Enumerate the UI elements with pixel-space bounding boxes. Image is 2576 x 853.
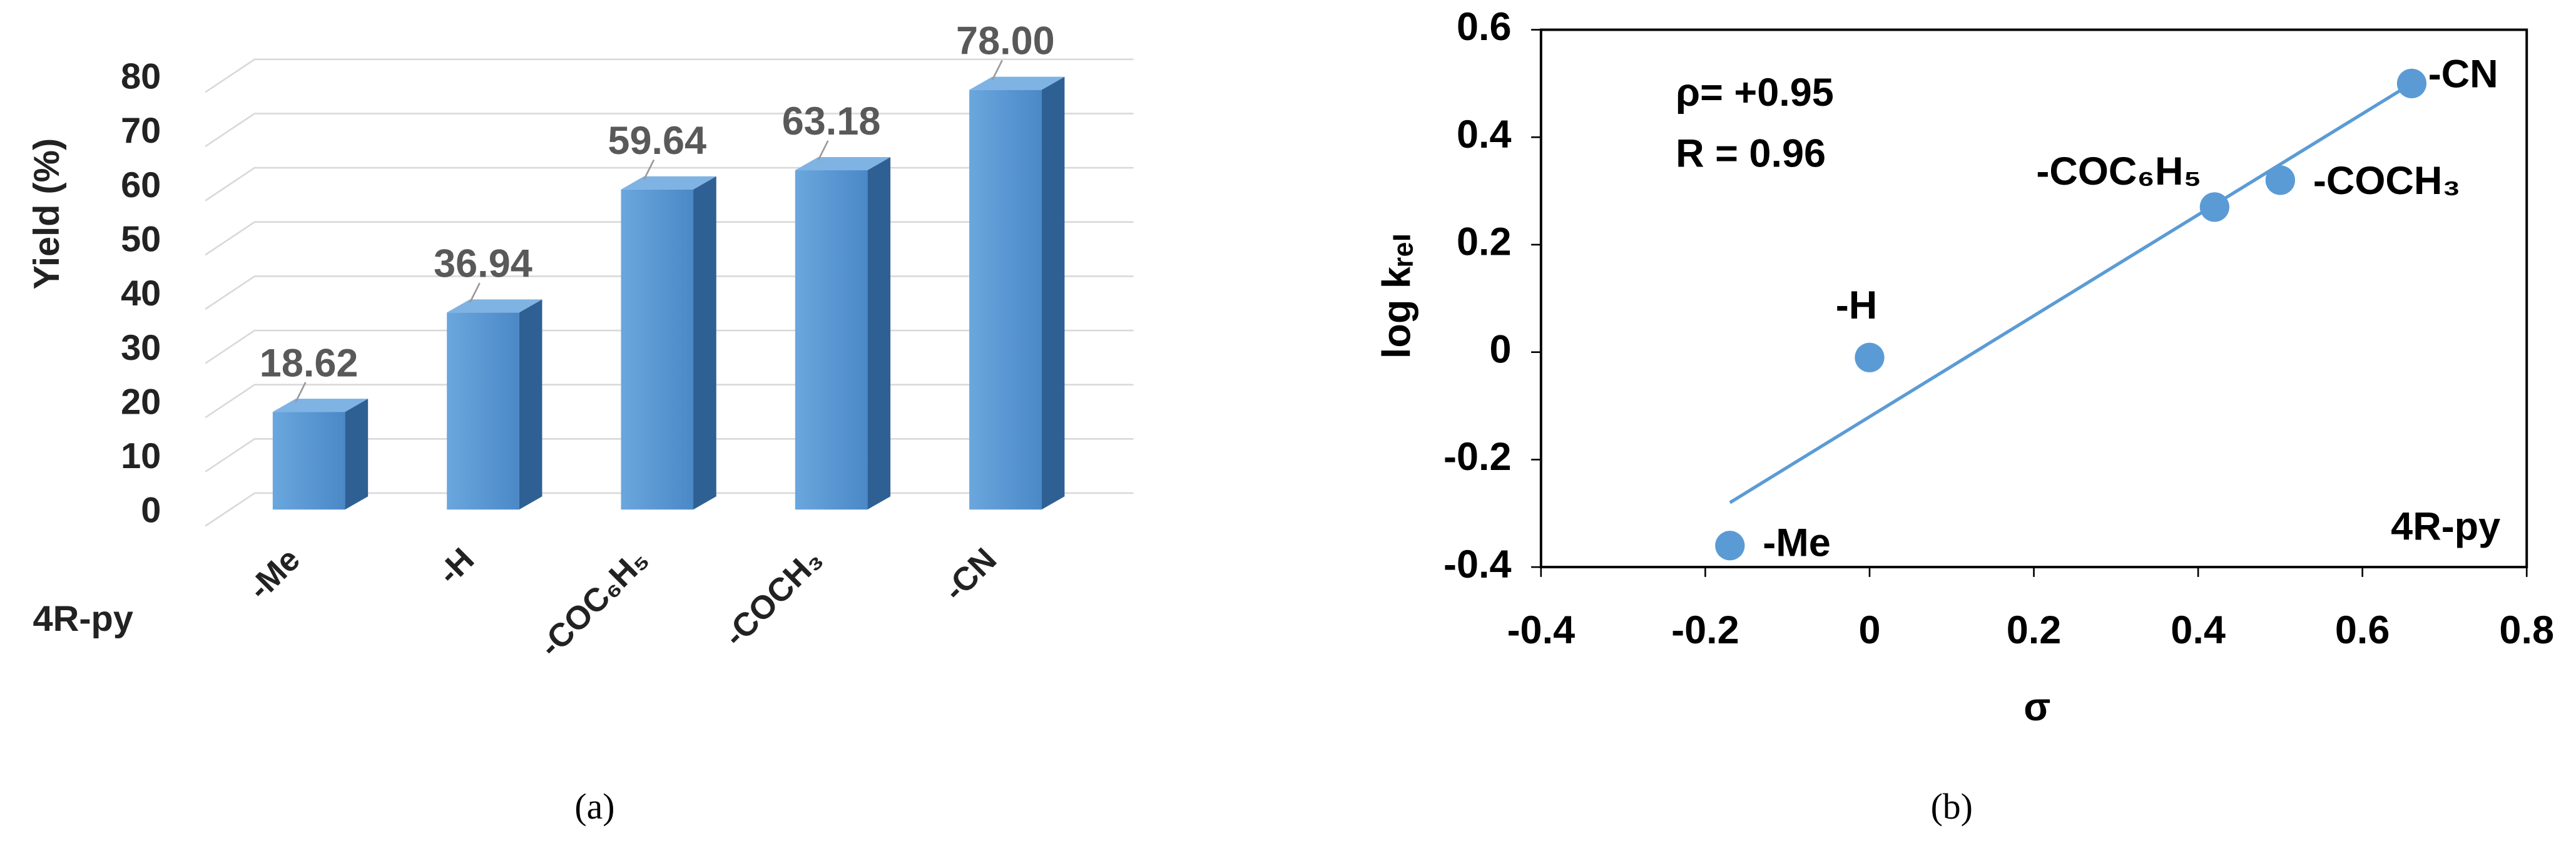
bar: [621, 189, 694, 510]
value-label: 36.94: [434, 242, 532, 286]
x-tick-label: 0.6: [2335, 608, 2390, 652]
y-tick-label: 70: [121, 111, 161, 151]
annotation: ρ= +0.95: [1676, 71, 1834, 115]
x-tick-label: -0.2: [1671, 608, 1739, 652]
y-tick-label: -0.4: [1443, 543, 1512, 586]
annotation: 4R-py: [2391, 504, 2500, 548]
point: [1855, 342, 1885, 372]
value-label: 59.64: [608, 119, 706, 163]
y-tick-label: 0: [141, 491, 161, 531]
bar-side: [519, 299, 542, 510]
leader-line: [469, 282, 481, 304]
point-label: -Me: [1763, 521, 1830, 564]
y-tick-label: 30: [121, 328, 161, 368]
point-label: -H: [1836, 283, 1877, 327]
y-tick-label: 80: [121, 57, 161, 97]
y-tick-label: 20: [121, 382, 161, 422]
bar-side: [1041, 76, 1065, 510]
x-tick-label: -CN: [936, 541, 1004, 608]
y-tick-label: 40: [121, 273, 161, 314]
leader-line: [295, 382, 307, 402]
y-tick-label: 60: [121, 165, 161, 205]
point: [1715, 531, 1745, 561]
caption: (b): [1931, 787, 1973, 827]
x-tick-label: 0.4: [2171, 608, 2226, 652]
x-tick-label: -0.4: [1507, 608, 1576, 652]
value-label: 63.18: [782, 100, 881, 143]
point-label: -COC₆H₅: [2036, 150, 2201, 193]
x-axis-title: σ: [2024, 685, 2050, 729]
y-tick-label: 0.4: [1457, 113, 1512, 156]
y-tick-label: -0.2: [1443, 435, 1512, 479]
bar: [272, 412, 345, 510]
point: [2265, 165, 2296, 195]
leader-line: [817, 140, 829, 161]
annotation: R = 0.96: [1676, 131, 1826, 175]
x-axis-title: 4R-py: [33, 599, 133, 639]
y-tick-label: 10: [121, 436, 161, 476]
bar-side: [867, 157, 891, 510]
grid-line: [205, 58, 1134, 93]
x-tick-label: -COC₆H₅: [532, 541, 655, 664]
x-tick-label: 0.2: [2007, 608, 2062, 652]
point: [2396, 68, 2427, 99]
bar-side: [345, 399, 369, 510]
bar-side: [693, 176, 716, 510]
x-tick-label: -Me: [241, 541, 307, 607]
point-label: -COCH₃: [2313, 159, 2461, 203]
bar: [447, 312, 519, 510]
value-label: 78.00: [956, 19, 1055, 63]
point-label: -CN: [2428, 53, 2498, 96]
y-tick-label: 50: [121, 220, 161, 260]
y-tick-label: 0.2: [1457, 220, 1512, 264]
leader-line: [991, 59, 1003, 81]
y-tick-label: 0: [1490, 327, 1512, 371]
grid-line: [205, 113, 1134, 148]
bar: [969, 89, 1042, 510]
y-axis-title: Yield (%): [27, 138, 67, 290]
bar: [795, 170, 868, 510]
x-tick-label: -COCH₃: [716, 541, 830, 654]
trend-line: [1729, 82, 2413, 504]
leader-line: [643, 159, 655, 180]
caption: (a): [574, 787, 614, 827]
y-tick-label: 0.6: [1457, 5, 1512, 49]
point: [2199, 192, 2229, 222]
x-tick-label: 0.8: [2499, 608, 2554, 652]
y-axis-title: log kᵣₑₗ: [1375, 233, 1419, 359]
value-label: 18.62: [260, 341, 359, 385]
x-tick-label: 0: [1858, 608, 1880, 652]
x-tick-label: -H: [430, 541, 481, 591]
